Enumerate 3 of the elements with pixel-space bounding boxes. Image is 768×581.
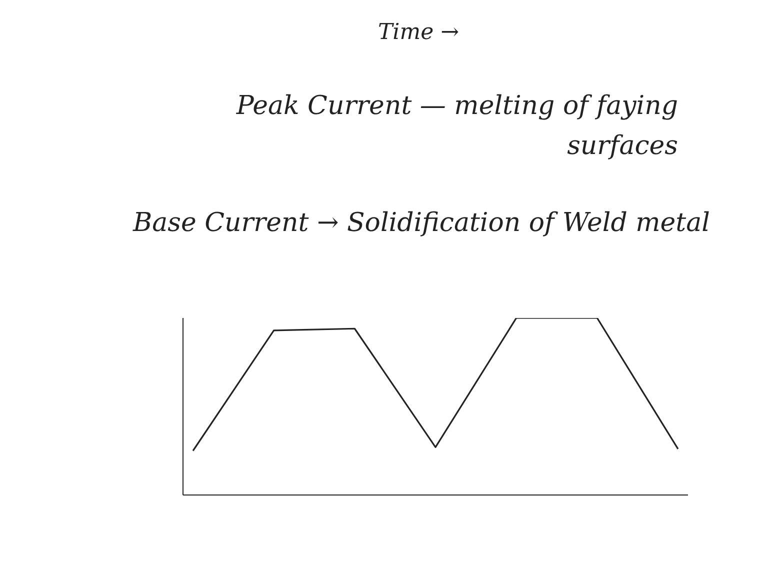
text: Base Current → Solidification of Weld metal <box>133 207 711 240</box>
text: Time → <box>378 20 460 45</box>
text: Peak Current — melting of faying surfaces <box>235 90 678 163</box>
